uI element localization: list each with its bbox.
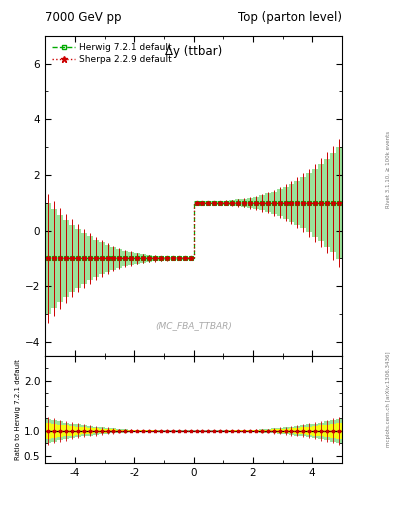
Text: 7000 GeV pp: 7000 GeV pp <box>45 11 122 24</box>
Text: Δy (ttbar): Δy (ttbar) <box>165 46 222 58</box>
Text: (MC_FBA_TTBAR): (MC_FBA_TTBAR) <box>155 321 232 330</box>
Legend: Herwig 7.2.1 default, Sherpa 2.2.9 default: Herwig 7.2.1 default, Sherpa 2.2.9 defau… <box>50 40 174 67</box>
Text: Top (parton level): Top (parton level) <box>238 11 342 24</box>
Text: mcplots.cern.ch [arXiv:1306.3436]: mcplots.cern.ch [arXiv:1306.3436] <box>386 352 391 447</box>
Y-axis label: Ratio to Herwig 7.2.1 default: Ratio to Herwig 7.2.1 default <box>15 359 21 460</box>
Text: Rivet 3.1.10, ≥ 100k events: Rivet 3.1.10, ≥ 100k events <box>386 131 391 207</box>
